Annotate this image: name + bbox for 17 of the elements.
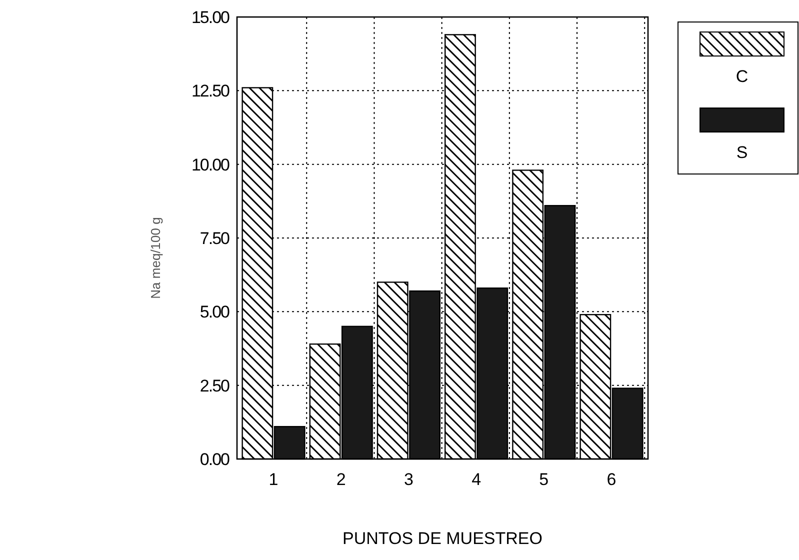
y-tick-label: 5.00 [200,302,230,322]
x-axis-title: PUNTOS DE MUESTREO [342,529,542,548]
y-tick-label: 2.50 [200,376,230,396]
y-tick-label: 15.00 [191,8,230,27]
x-tick-label: 2 [336,470,346,489]
x-tick-label: 6 [606,470,616,489]
y-tick-label: 0.00 [200,450,230,469]
y-tick-label: 12.50 [191,82,230,101]
x-tick-label: 4 [472,470,482,489]
y-tick-label: 10.00 [191,155,230,174]
legend-label: S [736,143,748,162]
legend-label: C [736,67,748,86]
x-tick-label: 5 [539,470,549,489]
x-tick-label: 1 [268,470,278,489]
y-tick-label: 7.50 [200,228,230,248]
y-axis-title: Na meq/100 g [148,217,163,299]
x-tick-label: 3 [404,470,414,489]
